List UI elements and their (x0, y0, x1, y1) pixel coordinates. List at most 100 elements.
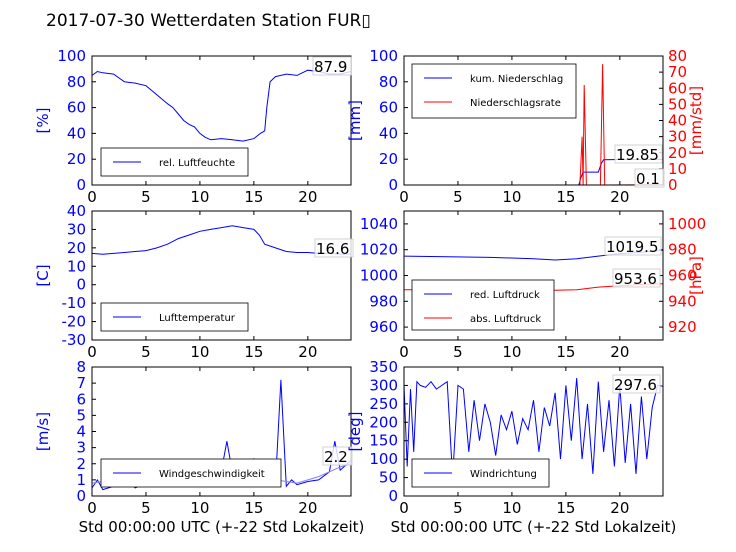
annotation-label-3-0: 1019.5 (606, 238, 659, 256)
x-tick-label-1-4: 20 (610, 188, 629, 206)
annotation-label-1-0: 19.85 (616, 146, 659, 164)
y-tick-label-2-5: 20 (67, 239, 86, 257)
y-tick-label-1-2: 40 (379, 124, 398, 142)
y-tick-label-4-0: 0 (76, 487, 86, 505)
y2-tick-label-1-6: 60 (668, 79, 687, 97)
x-axis-label-5: Std 00:00:00 UTC (+-22 Std Lokalzeit) (391, 518, 677, 536)
x-tick-label-0-0: 0 (87, 188, 97, 206)
x-tick-label-2-3: 15 (244, 343, 263, 361)
x-tick-label-0-1: 5 (141, 188, 151, 206)
legend-label-5-0: Windrichtung (470, 469, 537, 480)
series-line-5-0 (403, 378, 664, 478)
y-tick-label-2-3: 0 (76, 276, 86, 294)
y-tick-label-2-7: 40 (67, 202, 86, 220)
y-tick-label-4-2: 2 (76, 455, 86, 473)
y-tick-label-1-0: 0 (388, 176, 398, 194)
y2-axis-label-3: [hPa] (687, 256, 705, 295)
annotation-box-2-0 (314, 238, 354, 258)
y-axis-label-1: [mm] (346, 100, 364, 141)
y-tick-label-2-0: -30 (62, 331, 87, 349)
x-tick-label-3-2: 10 (502, 343, 521, 361)
y2-tick-label-1-2: 20 (668, 144, 687, 162)
y-tick-label-0-3: 60 (67, 99, 86, 117)
x-tick-label-5-0: 0 (399, 499, 409, 517)
legend-label-1-1: Niederschlagsrate (470, 98, 561, 109)
x-tick-label-2-1: 5 (141, 343, 151, 361)
x-tick-label-3-0: 0 (399, 343, 409, 361)
y-axis-label-4: [m/s] (34, 412, 52, 451)
legend-label-1-0: kum. Niederschlag (470, 74, 563, 85)
annotation-label-4-0: 2.2 (324, 448, 348, 466)
y-tick-label-3-1: 980 (369, 292, 398, 310)
y2-tick-label-1-0: 0 (668, 176, 678, 194)
y-tick-label-0-4: 80 (67, 73, 86, 91)
x-tick-label-2-0: 0 (87, 343, 97, 361)
figure-title: 2017-07-30 Wetterdaten Station FUR▯ (46, 11, 371, 31)
y-axis-label-2: [C] (34, 264, 52, 286)
legend-label-3-1: abs. Luftdruck (470, 314, 541, 325)
x-tick-label-0-3: 15 (244, 188, 263, 206)
y-tick-label-5-5: 250 (369, 395, 398, 413)
y-tick-label-3-0: 960 (369, 318, 398, 336)
x-tick-label-2-4: 20 (298, 343, 317, 361)
x-tick-label-4-1: 5 (141, 499, 151, 517)
y-tick-label-3-3: 1020 (360, 241, 398, 259)
y-tick-label-0-1: 20 (67, 150, 86, 168)
x-axis-label-4: Std 00:00:00 UTC (+-22 Std Lokalzeit) (79, 518, 365, 536)
y-tick-label-4-1: 1 (76, 471, 86, 489)
y2-tick-label-1-5: 50 (668, 95, 687, 113)
y-tick-label-0-0: 0 (76, 176, 86, 194)
annotation-box-4-0 (322, 446, 353, 466)
y-tick-label-3-4: 1040 (360, 215, 398, 233)
x-tick-label-4-3: 15 (244, 499, 263, 517)
y-tick-label-4-7: 7 (76, 374, 86, 392)
y-tick-label-1-1: 20 (379, 150, 398, 168)
y-tick-label-5-6: 300 (369, 376, 398, 394)
x-tick-label-0-2: 10 (190, 188, 209, 206)
annotation-box-3-1 (612, 268, 661, 288)
x-tick-label-1-2: 10 (502, 188, 521, 206)
annotation-label-2-0: 16.6 (316, 240, 349, 258)
annotation-label-3-1: 953.6 (614, 270, 657, 288)
y-tick-label-5-4: 200 (369, 413, 398, 431)
legend-label-4-0: Windgeschwindigkeit (159, 469, 265, 480)
x-tick-label-1-1: 5 (453, 188, 463, 206)
y-axis-label-5: [deg] (346, 412, 364, 452)
x-tick-label-4-0: 0 (87, 499, 97, 517)
series-line-2-0 (91, 225, 351, 255)
y2-tick-label-3-3: 980 (668, 241, 697, 259)
y-tick-label-4-4: 4 (76, 423, 86, 441)
y-tick-label-2-4: 10 (67, 257, 86, 275)
x-tick-label-0-4: 20 (298, 188, 317, 206)
x-tick-label-4-4: 20 (298, 499, 317, 517)
annotation-label-5-0: 297.6 (614, 376, 657, 394)
legend-label-3-0: red. Luftdruck (470, 290, 540, 301)
y-tick-label-2-2: -10 (62, 294, 87, 312)
y2-tick-label-1-4: 40 (668, 112, 687, 130)
y2-tick-label-3-4: 1000 (668, 215, 706, 233)
y2-tick-label-1-3: 30 (668, 128, 687, 146)
y-tick-label-0-2: 40 (67, 124, 86, 142)
x-tick-label-3-1: 5 (453, 343, 463, 361)
y-tick-label-1-4: 80 (379, 73, 398, 91)
y-tick-label-4-6: 6 (76, 390, 86, 408)
y2-tick-label-1-8: 80 (668, 47, 687, 65)
y2-tick-label-1-1: 10 (668, 160, 687, 178)
annotation-label-1-1: 0.1 (636, 170, 660, 188)
annotation-box-5-0 (612, 374, 661, 394)
y-tick-label-0-5: 100 (57, 47, 86, 65)
y2-tick-label-3-1: 940 (668, 292, 697, 310)
x-tick-label-3-3: 15 (556, 343, 575, 361)
legend-label-0-0: rel. Luftfeuchte (159, 158, 235, 169)
series-line-4-0 (91, 379, 352, 491)
x-tick-label-3-4: 20 (610, 343, 629, 361)
y-tick-label-4-8: 8 (76, 358, 86, 376)
annotation-box-0-0 (312, 56, 352, 76)
y-tick-label-2-1: -20 (62, 313, 87, 331)
x-tick-label-4-2: 10 (190, 499, 209, 517)
y-tick-label-1-5: 100 (369, 47, 398, 65)
x-tick-label-5-1: 5 (453, 499, 463, 517)
legend-box-1 (411, 63, 577, 119)
plot-frame-0 (91, 55, 352, 186)
x-tick-label-5-4: 20 (610, 499, 629, 517)
